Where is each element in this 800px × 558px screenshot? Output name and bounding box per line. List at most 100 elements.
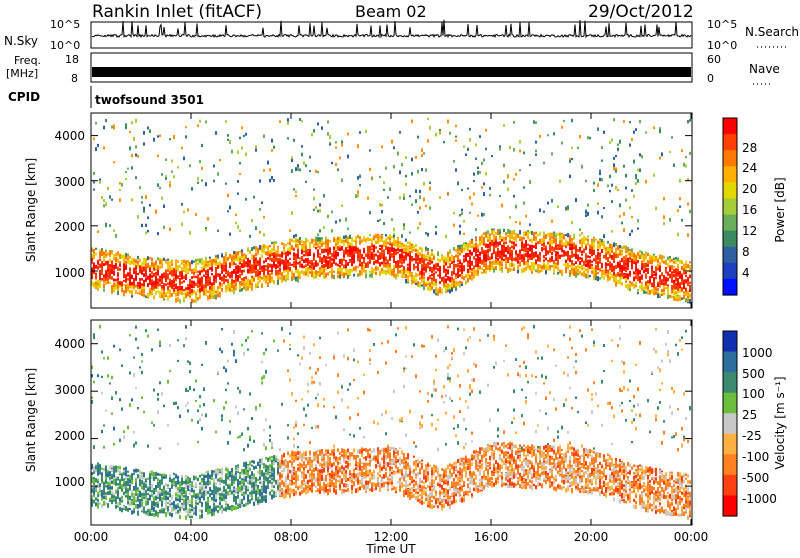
echo-cell xyxy=(215,257,217,260)
echo-cell xyxy=(419,206,421,209)
echo-cell xyxy=(585,211,587,214)
echo-cell xyxy=(113,265,115,269)
echo-cell xyxy=(549,265,551,268)
echo-cell xyxy=(223,279,225,284)
echo-cell xyxy=(617,245,619,249)
echo-cell xyxy=(93,249,95,254)
echo-cell xyxy=(431,287,433,290)
echo-cell xyxy=(177,286,179,291)
echo-cell xyxy=(565,207,567,211)
echo-cell xyxy=(141,224,143,227)
echo-cell xyxy=(401,244,403,248)
echo-cell xyxy=(531,253,533,258)
echo-cell xyxy=(139,278,141,280)
echo-cell xyxy=(503,229,505,232)
echo-cell xyxy=(255,249,257,251)
echo-cell xyxy=(111,261,113,265)
echo-cell xyxy=(511,269,513,271)
echo-cell xyxy=(355,266,357,270)
echo-cell xyxy=(591,261,593,263)
echo-cell xyxy=(673,269,675,273)
echo-cell xyxy=(571,158,573,160)
echo-cell xyxy=(93,490,95,495)
echo-cell xyxy=(653,293,655,296)
echo-cell xyxy=(471,272,473,277)
echo-cell xyxy=(365,270,367,273)
echo-cell xyxy=(659,157,661,160)
echo-cell xyxy=(369,168,371,171)
echo-cell xyxy=(621,222,623,225)
echo-cell xyxy=(513,121,515,124)
echo-cell xyxy=(317,273,319,276)
echo-cell xyxy=(315,170,317,173)
echo-cell xyxy=(677,258,679,262)
echo-cell xyxy=(561,241,563,245)
echo-cell xyxy=(117,267,119,271)
echo-cell xyxy=(133,278,135,281)
echo-cell xyxy=(301,270,303,273)
echo-cell xyxy=(603,277,605,280)
echo-cell xyxy=(667,272,669,276)
echo-cell xyxy=(477,262,479,267)
echo-cell xyxy=(237,267,239,272)
echo-cell xyxy=(505,241,507,244)
echo-cell xyxy=(237,256,239,260)
echo-cell xyxy=(129,276,131,279)
echo-cell xyxy=(601,263,603,267)
echo-cell xyxy=(347,262,349,266)
echo-cell xyxy=(287,242,289,244)
echo-cell xyxy=(569,270,571,274)
echo-cell xyxy=(491,155,493,157)
echo-cell xyxy=(637,179,639,183)
echo-cell xyxy=(241,288,243,291)
echo-cell xyxy=(631,138,633,141)
echo-cell xyxy=(157,257,159,260)
echo-cell xyxy=(561,126,563,129)
echo-cell xyxy=(97,280,99,282)
echo-cell xyxy=(525,261,527,265)
echo-cell xyxy=(501,260,503,263)
echo-cell xyxy=(115,253,117,255)
echo-cell xyxy=(685,298,687,302)
echo-cell xyxy=(335,263,337,266)
echo-cell xyxy=(339,157,341,160)
echo-cell xyxy=(101,248,103,250)
freq-panel: Freq. [MHz] 18 8 60 0 Nave xyxy=(6,53,780,85)
echo-cell xyxy=(547,263,549,265)
echo-cell xyxy=(385,259,387,262)
echo-cell xyxy=(599,257,601,262)
echo-cell xyxy=(225,256,227,261)
echo-cell xyxy=(687,282,689,286)
echo-cell xyxy=(405,175,407,178)
echo-cell xyxy=(597,255,599,259)
power-cb-tick-4: 4 xyxy=(742,266,750,280)
echo-cell xyxy=(467,253,469,257)
echo-cell xyxy=(143,286,145,289)
echo-cell xyxy=(673,290,675,293)
echo-cell xyxy=(581,165,583,169)
echo-cell xyxy=(535,260,537,263)
echo-cell xyxy=(543,265,545,270)
echo-cell xyxy=(157,278,159,282)
echo-cell xyxy=(341,259,343,262)
echo-cell xyxy=(473,180,475,182)
echo-cell xyxy=(119,486,121,489)
echo-cell xyxy=(429,126,431,130)
echo-cell xyxy=(305,271,307,275)
echo-cell xyxy=(181,286,183,289)
echo-cell xyxy=(503,245,505,248)
echo-cell xyxy=(127,508,129,510)
echo-cell xyxy=(229,206,231,210)
echo-cell xyxy=(125,288,127,293)
echo-cell xyxy=(217,230,219,232)
echo-cell xyxy=(631,282,633,285)
echo-cell xyxy=(647,280,649,282)
echo-cell xyxy=(553,260,555,262)
echo-cell xyxy=(105,479,107,484)
echo-cell xyxy=(151,276,153,278)
echo-cell xyxy=(369,253,371,257)
power-colorbar-swatch xyxy=(723,263,737,280)
echo-cell xyxy=(339,245,341,247)
echo-cell xyxy=(649,277,651,281)
echo-cell xyxy=(235,222,237,225)
